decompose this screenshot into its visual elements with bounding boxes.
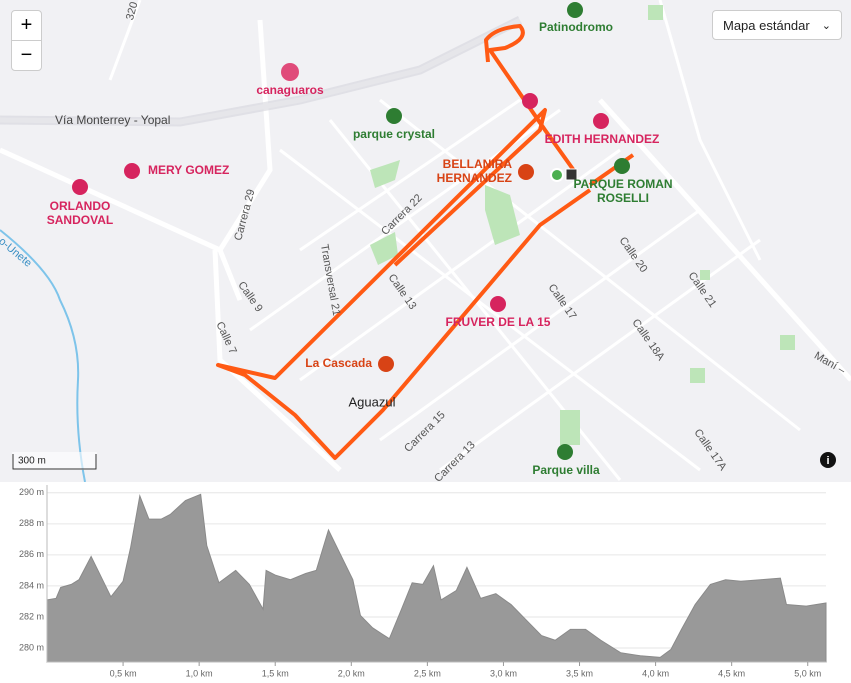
x-tick-label: 4,0 km (642, 668, 669, 678)
poi-label: SANDOVAL (47, 213, 113, 227)
poi-label: ROSELLI (597, 191, 649, 205)
river (0, 229, 86, 482)
road-label: Vía Monterrey - Yopal (55, 113, 170, 127)
zoom-in[interactable]: + (11, 10, 42, 41)
y-tick-label: 282 m (19, 611, 44, 621)
x-tick-label: 1,5 km (262, 668, 289, 678)
info-button[interactable] (820, 452, 836, 468)
highway (0, 15, 523, 127)
poi-label: La Cascada (305, 356, 372, 370)
roads (0, 0, 851, 481)
y-tick-label: 280 m (19, 642, 44, 652)
x-tick-label: 0,5 km (110, 668, 137, 678)
scale-label: 300 m (18, 456, 46, 467)
info-icon[interactable]: i (826, 455, 829, 467)
x-tick-label: 5,0 km (794, 668, 821, 678)
poi-label: Patinodromo (539, 20, 613, 34)
y-tick-label: 286 m (19, 549, 44, 559)
route-finish (565, 168, 578, 181)
y-tick-label: 284 m (19, 580, 44, 590)
map: 320 m Patinodromo canaguaros Vía Monterr… (0, 0, 851, 482)
x-tick-label: 4,5 km (718, 668, 745, 678)
x-tick-label: 1,0 km (186, 668, 213, 678)
poi-label: PARQUE ROMAN (573, 177, 672, 191)
poi-label: EDITH HERNANDEZ (545, 132, 660, 146)
chevron[interactable]: ⌄ (821, 19, 831, 32)
poi-label: MERY GOMEZ (148, 163, 229, 177)
y-tick-label: 290 m (19, 487, 44, 497)
poi-label: canaguaros (256, 83, 324, 97)
poi-label: FRUVER DE LA 15 (446, 315, 551, 329)
y-tick-label: 288 m (19, 518, 44, 528)
x-tick-label: 2,0 km (338, 668, 365, 678)
route (216, 24, 592, 460)
poi-icons (72, 2, 630, 460)
scale-bg (12, 452, 97, 470)
poi-label: Parque villa (532, 463, 600, 477)
poi-label: BELLANIRA (443, 157, 513, 171)
parks (370, 5, 795, 445)
poi-label: parque crystal (353, 127, 435, 141)
map-type-select[interactable]: Mapa estándar ⌄ (712, 10, 842, 40)
x-tick-label: 3,0 km (490, 668, 517, 678)
route-start (550, 168, 564, 182)
scale-bar (12, 454, 97, 470)
zoom-out[interactable]: − (11, 40, 42, 71)
elevation-area (46, 493, 827, 663)
map-type-label[interactable]: Mapa estándar (723, 17, 810, 33)
map-background (0, 0, 851, 482)
town-label: Aguazul (349, 394, 396, 409)
elevation-chart: 280 m 282 m 284 m 286 m 288 m 290 m 0,5 km 1,0 … (19, 485, 827, 678)
x-tick-label: 3,5 km (566, 668, 593, 678)
poi-label: ORLANDO (50, 199, 111, 213)
x-tick-label: 2,5 km (414, 668, 441, 678)
poi-label: HERNANDEZ (437, 171, 512, 185)
